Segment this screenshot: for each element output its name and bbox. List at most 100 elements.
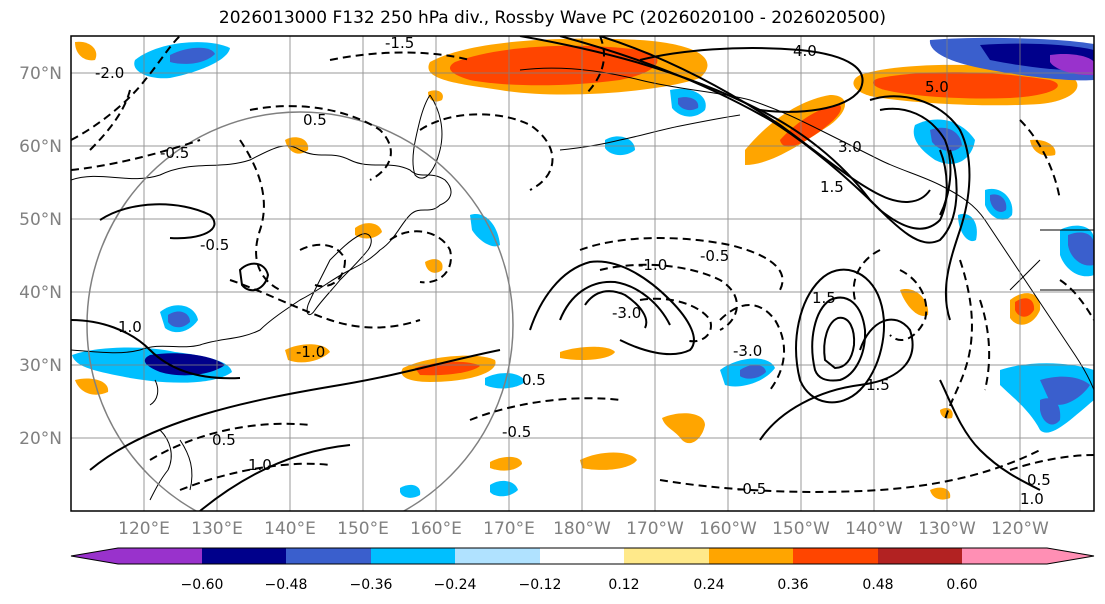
coastline-aleutians <box>559 114 741 151</box>
coastline-kamchatka <box>412 94 443 179</box>
colorbar-tick: 0.24 <box>693 577 724 593</box>
contour-neg-3 <box>71 139 201 171</box>
contour-neg-2 <box>89 89 131 151</box>
div-positive-okhotsk <box>285 137 309 154</box>
lon-label: 140°E <box>264 519 316 539</box>
contour-pos-17 <box>238 262 270 292</box>
colorbar-tick: 0.48 <box>862 577 893 593</box>
colorbar-tick: 0.36 <box>777 577 808 593</box>
div-positive-nw <box>75 41 97 61</box>
contour-pos-4 <box>639 47 864 113</box>
contour-label: 3.0 <box>838 138 862 156</box>
contour-neg-14 <box>659 449 1041 493</box>
contour-pos-12 <box>823 316 856 370</box>
colorbar-segment <box>455 548 540 564</box>
contour-pos-2 <box>559 36 948 230</box>
contour-label: -3.0 <box>733 342 762 360</box>
contour-label: -1.5 <box>385 34 414 52</box>
contour-neg-22 <box>979 299 991 391</box>
coastline-philippines <box>149 429 193 501</box>
coastline-japan <box>306 233 372 316</box>
lat-label: 30°N <box>19 356 62 376</box>
coastline-alaska <box>519 67 1094 391</box>
div-positive-s <box>930 487 951 500</box>
contour-label: 1.5 <box>820 178 844 196</box>
colorbar-segment <box>624 548 709 564</box>
contour-label: -0.5 <box>737 480 766 498</box>
colorbar-tick: −0.60 <box>181 577 224 593</box>
div-positive-sub3 <box>580 452 637 470</box>
colorbar-segment <box>71 548 202 564</box>
contour-neg-7 <box>329 51 471 61</box>
contour-neg-26 <box>1019 119 1061 201</box>
contour-label: 1.0 <box>118 318 142 336</box>
contour-neg-1 <box>71 36 181 141</box>
contour-neg-5 <box>419 113 554 191</box>
colorbar-segment <box>371 548 455 564</box>
colorbar-tick: 0.12 <box>608 577 639 593</box>
div-negative-wp2-core <box>168 311 190 328</box>
lon-label: 180°W <box>553 519 611 539</box>
div-negative-kuril <box>470 214 500 247</box>
contour-neg-11 <box>719 304 786 391</box>
colorbar-tick: −0.12 <box>519 577 562 593</box>
lat-labels: 70°N 60°N 50°N 40°N 30°N 20°N <box>19 64 62 449</box>
contour-label: 0.5 <box>303 111 327 129</box>
lon-label: 170°W <box>626 519 684 539</box>
contour-pos-1 <box>519 36 958 244</box>
contour-neg-6 <box>584 36 605 96</box>
div-positive-ne <box>1030 139 1056 156</box>
coastline-taiwan <box>149 379 159 406</box>
lon-label: 150°E <box>337 519 389 539</box>
contour-label: -0.5 <box>700 247 729 265</box>
div-negative-wp1-core <box>144 353 225 376</box>
colorbar-segment <box>709 548 793 564</box>
contour-pos-13 <box>759 318 914 441</box>
contour-label: 0.5 <box>1027 471 1051 489</box>
contour-label: -1.0 <box>296 343 325 361</box>
div-negative-bc-core <box>990 194 1007 212</box>
contour-pos-6 <box>879 107 952 216</box>
contour-labels: 4.0 5.0 3.0 1.5 -0.5 -1.0 -1.5 -2.0 -3.0… <box>95 34 1051 508</box>
div-negative-sub-core <box>740 364 766 379</box>
contour-neg-12 <box>889 269 928 341</box>
lon-label: 120°E <box>118 519 170 539</box>
contour-label: 1.0 <box>1020 490 1044 508</box>
contour-neg-9 <box>599 263 738 331</box>
div-positive-sub2 <box>662 413 705 444</box>
contour-pos-8 <box>559 280 671 326</box>
contour-label: 1.0 <box>248 456 272 474</box>
div-negative-east-core <box>1068 232 1094 266</box>
div-negative-tropical3 <box>1040 398 1061 425</box>
contour-neg-25 <box>239 139 281 291</box>
contour-pos-15 <box>89 349 501 471</box>
lat-label: 70°N <box>19 64 62 84</box>
contour-neg-13 <box>852 249 881 301</box>
contour-neg-16 <box>299 243 347 288</box>
contour-pos-11 <box>811 296 867 382</box>
div-negative-tropical2 <box>400 484 421 498</box>
contour-label: -0.5 <box>200 236 229 254</box>
contour-pos-16 <box>199 444 351 511</box>
contours-negative <box>71 36 1094 493</box>
lon-label: 140°W <box>845 519 903 539</box>
lon-label: 170°E <box>483 519 535 539</box>
contours-positive <box>71 36 1041 511</box>
lon-label: 120°W <box>991 519 1049 539</box>
colorbar-segment <box>540 548 624 564</box>
lat-label: 40°N <box>19 283 62 303</box>
lon-label: 130°W <box>918 519 976 539</box>
coastline-borders <box>1009 229 1094 291</box>
div-positive-sub1 <box>560 346 615 360</box>
contour-neg-24 <box>1009 454 1094 471</box>
highlight-circle <box>86 111 514 511</box>
lat-label: 20°N <box>19 429 62 449</box>
contour-pos-3 <box>599 36 931 203</box>
div-positive-kuril <box>425 259 443 273</box>
coastlines <box>71 67 1094 501</box>
contour-label: -1.0 <box>638 256 667 274</box>
div-negative-baja-core <box>1040 376 1090 405</box>
div-positive-sw <box>75 378 109 395</box>
colorbar-segment <box>793 548 878 564</box>
